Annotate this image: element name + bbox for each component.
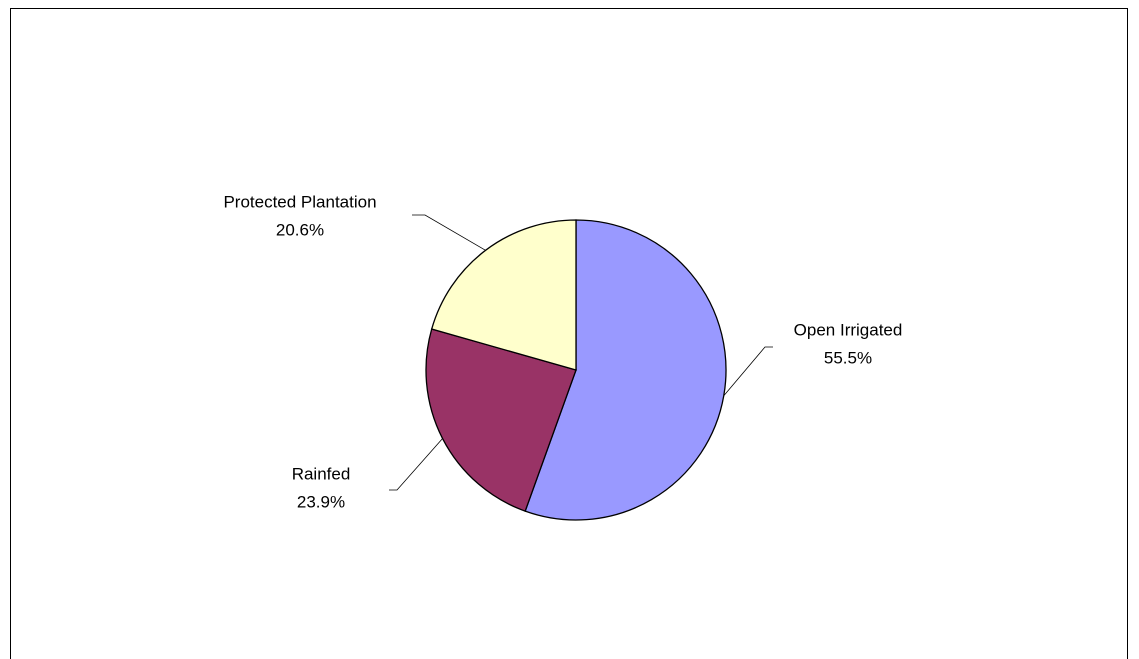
slice-label: Open Irrigated	[794, 320, 903, 339]
slice-value-label: 55.5%	[824, 348, 872, 367]
pie-slice	[430, 219, 577, 371]
pie-slice	[524, 219, 727, 521]
slice-label: Protected Plantation	[223, 192, 376, 211]
leader-line	[389, 438, 443, 491]
pie-slice	[425, 328, 577, 512]
leader-line	[723, 346, 773, 397]
leader-line	[412, 214, 486, 251]
slice-value-label: 20.6%	[276, 220, 324, 239]
slice-label: Rainfed	[292, 464, 351, 483]
slice-value-label: 23.9%	[297, 492, 345, 511]
